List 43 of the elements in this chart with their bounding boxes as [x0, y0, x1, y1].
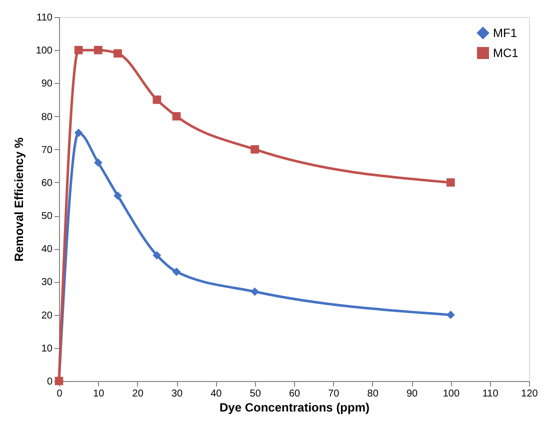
y-tick-label: 20 — [41, 310, 53, 322]
x-axis-title: Dye Concentrations (ppm) — [219, 400, 370, 414]
x-tick-label: 120 — [521, 388, 538, 400]
y-tick-label: 50 — [41, 211, 53, 222]
x-tick-label: 30 — [171, 388, 183, 400]
y-tick-label: 100 — [36, 46, 53, 57]
y-tick-label: 70 — [41, 144, 53, 156]
x-tick-label: 20 — [132, 388, 144, 400]
x-tick-label: 90 — [406, 388, 418, 400]
x-tick-label: 0 — [56, 388, 63, 400]
x-tick-label: 100 — [442, 388, 460, 400]
x-tick-label: 50 — [250, 388, 262, 400]
point — [250, 287, 260, 296]
point — [172, 268, 181, 276]
x-tick-label: 70 — [328, 388, 340, 400]
legend-label: MC1 — [493, 46, 519, 60]
x-tick-label: 60 — [288, 388, 300, 400]
y-tick-label: 60 — [41, 178, 53, 189]
y-tick-label: 110 — [36, 12, 53, 24]
y-tick-label: 30 — [41, 277, 53, 288]
point — [152, 251, 162, 260]
point — [446, 310, 455, 319]
x-tick-label: 10 — [93, 388, 105, 400]
point — [446, 178, 455, 187]
point — [114, 49, 122, 58]
point — [94, 158, 102, 167]
point — [74, 46, 83, 54]
y-tick-label: 10 — [41, 343, 53, 354]
legend-label: MF1 — [493, 26, 518, 40]
y-tick-label: 40 — [41, 244, 53, 256]
y-tick-label: 90 — [41, 78, 53, 90]
point — [114, 192, 122, 200]
x-tick-label: 110 — [482, 388, 499, 400]
point — [152, 96, 162, 104]
point — [74, 128, 83, 137]
y-axis-title: Removal Efficiency % — [12, 137, 26, 262]
x-tick-label: 40 — [210, 388, 222, 400]
point — [172, 112, 181, 120]
y-tick-label: 80 — [41, 112, 53, 123]
point — [94, 46, 102, 54]
x-tick-label: 80 — [367, 388, 379, 400]
point — [250, 145, 260, 154]
y-tick-label: 0 — [46, 376, 53, 388]
